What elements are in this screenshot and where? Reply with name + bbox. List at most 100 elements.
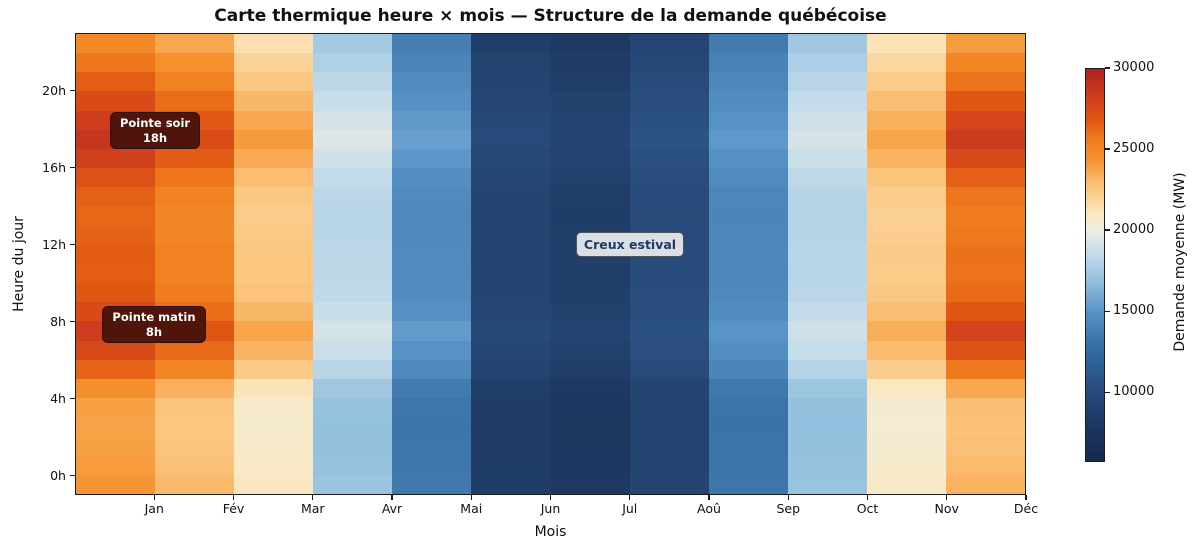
heatmap-cell [787,302,867,322]
heatmap-cell [629,53,709,73]
heatmap-cell [471,129,551,149]
heatmap-cell [155,417,235,437]
heatmap-cell [787,168,867,188]
colorbar-tick-label: 15000 [1113,303,1155,319]
heatmap-cell [866,187,946,207]
heatmap-cell [392,340,472,360]
heatmap-cell [629,72,709,92]
heatmap-cell [945,34,1025,54]
y-tick-label: 16h [42,159,66,175]
heatmap-cell [471,148,551,169]
heatmap-cell [629,417,709,437]
heatmap-cell [155,455,235,475]
heatmap-cell [945,129,1025,149]
heatmap-cell [708,225,788,245]
heatmap-cell [708,359,788,379]
heatmap-cell [945,72,1025,92]
heatmap-cell [550,34,630,54]
y-tick [70,90,75,92]
heatmap-cell [708,378,788,399]
heatmap-cell [76,359,156,379]
heatmap-cell [708,53,788,73]
heatmap-cell [76,91,156,111]
x-tick-label: Déc [1013,501,1039,516]
heatmap-cell [787,321,867,341]
heatmap-cell [787,91,867,111]
heatmap-cell [866,283,946,303]
heatmap-cell [787,148,867,169]
heatmap-cell [629,302,709,322]
heatmap-cell [708,417,788,437]
heatmap-cell [313,72,393,92]
heatmap-cell [234,455,314,475]
heatmap-cell [708,34,788,54]
heatmap-cell [866,91,946,111]
heatmap-cell [471,340,551,360]
heatmap-cell [629,187,709,207]
x-tick-label: Mai [460,501,483,516]
heatmap-cell [866,263,946,284]
plot-area [75,33,1026,495]
heatmap-cell [629,321,709,341]
heatmap-cell [155,34,235,54]
annotation-creux-estival: Creux estival [576,232,684,257]
heatmap-cell [550,398,630,418]
heatmap-cell [76,206,156,226]
x-tick-label: Sep [776,501,801,516]
heatmap-cell [708,187,788,207]
heatmap-cell [234,91,314,111]
heatmap-cell [550,206,630,226]
heatmap-cell [392,398,472,418]
heatmap-cell [629,168,709,188]
heatmap-cell [392,168,472,188]
x-tick [1025,495,1027,500]
colorbar-tick-label: 30000 [1113,60,1155,75]
heatmap-cell [471,206,551,226]
heatmap-cell [313,148,393,169]
heatmap-cell [392,110,472,130]
heatmap-cell [945,148,1025,169]
heatmap-cell [866,129,946,149]
heatmap-cell [234,321,314,341]
heatmap-cell [155,168,235,188]
heatmap-cell [234,436,314,456]
heatmap-cell [550,436,630,456]
heatmap-cell [945,263,1025,284]
heatmap-cell [866,225,946,245]
heatmap-cell [392,359,472,379]
heatmap-cell [76,283,156,303]
heatmap-cell [629,34,709,54]
colorbar-tick-label: 25000 [1113,141,1155,157]
annotation-pointe-matin: Pointe matin 8h [102,306,206,343]
x-tick-label: Mar [300,501,325,516]
colorbar-tick-label: 20000 [1113,222,1155,238]
heatmap-cell [392,474,472,494]
heatmap-cell [392,417,472,437]
heatmap-cell [155,398,235,418]
heatmap-cell [155,148,235,169]
heatmap-cell [866,340,946,360]
heatmap-cell [708,436,788,456]
heatmap-cell [234,34,314,54]
heatmap-cell [787,72,867,92]
heatmap-cell [392,91,472,111]
heatmap-cell [866,148,946,169]
heatmap-cell [313,321,393,341]
heatmap-cell [787,53,867,73]
heatmap-cell [313,110,393,130]
heatmap-cell [708,340,788,360]
heatmap-cell [471,378,551,399]
x-tick [549,495,552,500]
heatmap-cell [234,474,314,494]
heatmap-cell [155,206,235,226]
heatmap-cell [155,53,235,73]
heatmap-cell [787,417,867,437]
heatmap-cell [787,340,867,360]
x-tick [629,495,631,500]
heatmap-cell [76,244,156,264]
y-tick [70,244,75,246]
heatmap-cell [155,378,235,399]
heatmap-cell [313,340,393,360]
heatmap-cell [76,34,156,54]
